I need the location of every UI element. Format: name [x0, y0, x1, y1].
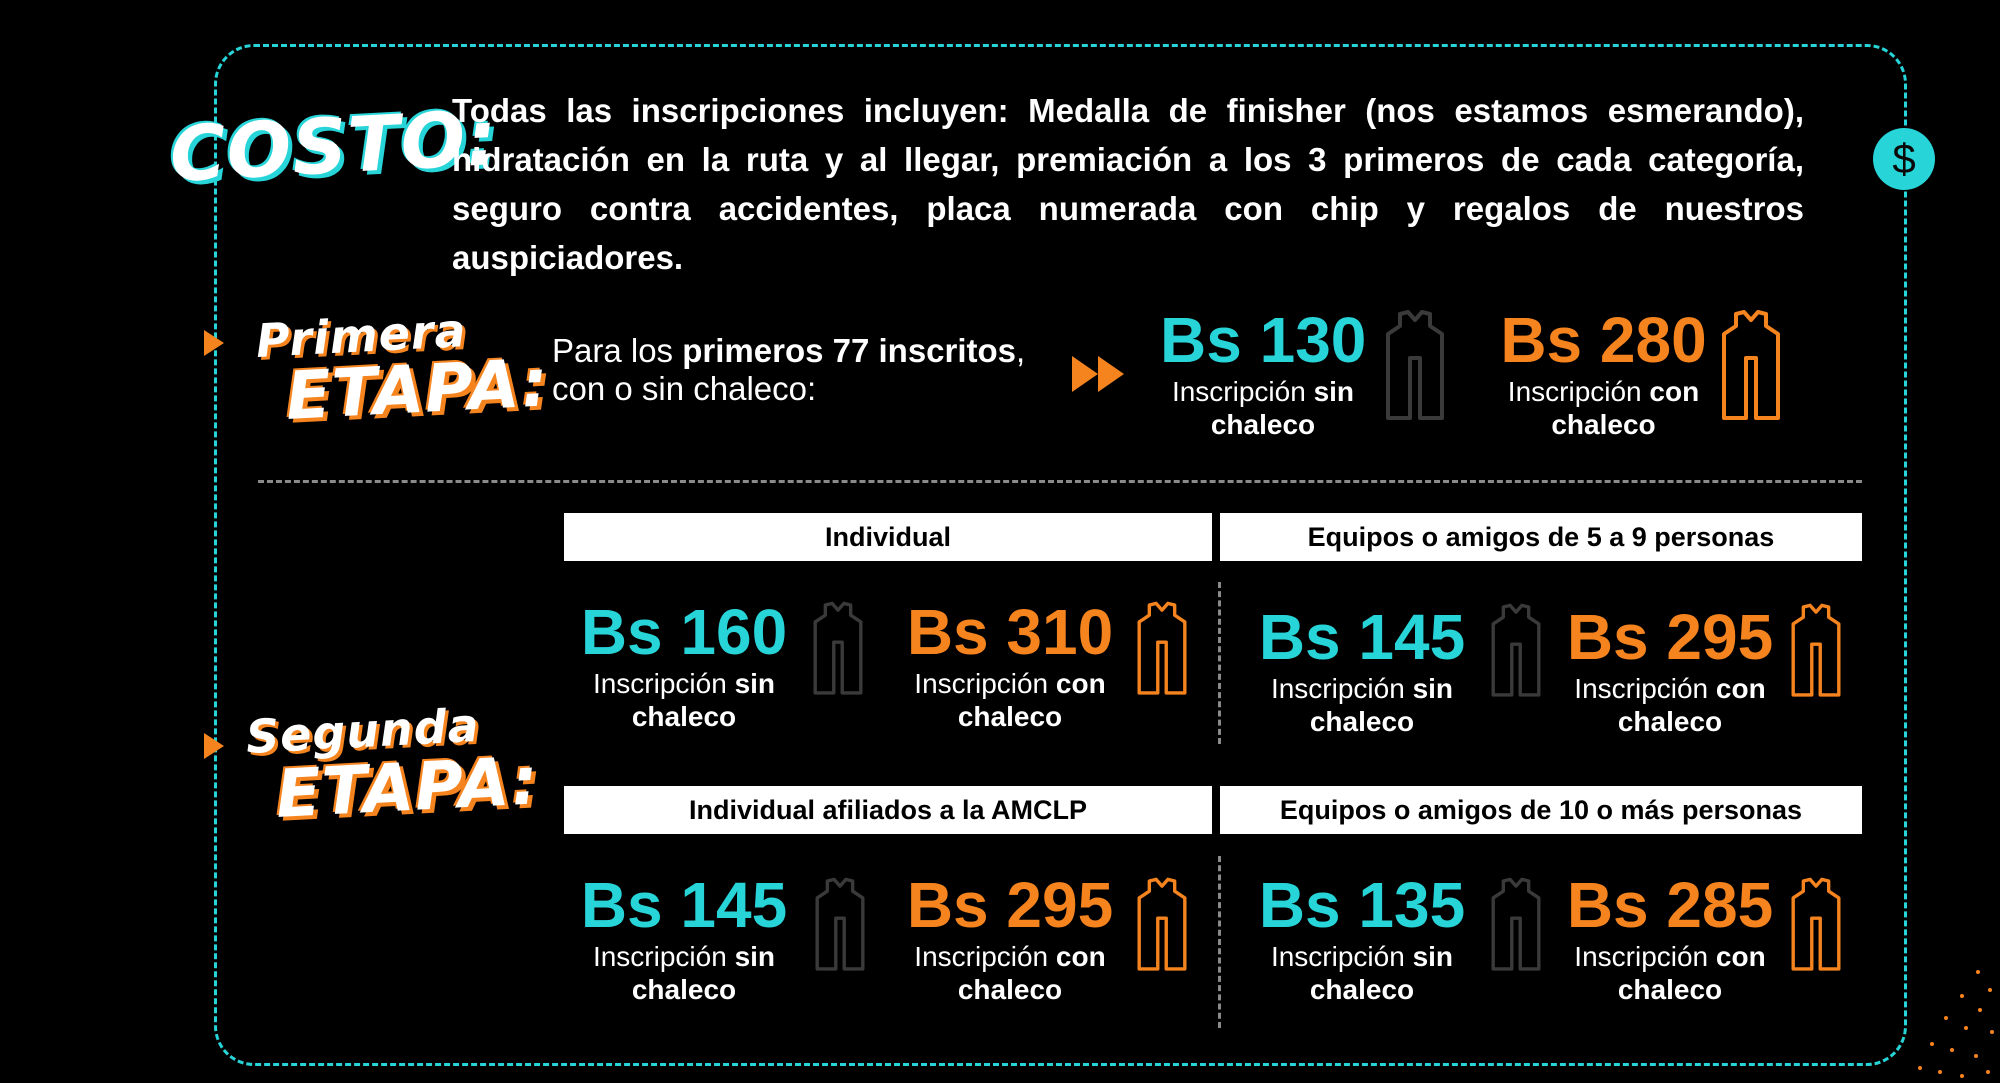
etapa1-title-bottom: ETAPA:: [283, 344, 551, 435]
costo-title: COSTO:: [167, 92, 500, 199]
play-marker-icon: [204, 733, 224, 759]
price-value: Bs 145: [1258, 601, 1466, 673]
group-equipos-5-9-con-chaleco: Bs 295 Inscripción con chaleco: [1560, 602, 1780, 738]
vest-icon: [1791, 603, 1841, 697]
group-equipos-10-sin-chaleco: Bs 135 Inscripción sin chaleco: [1252, 870, 1472, 1006]
price-value: Bs 160: [580, 596, 788, 668]
group-equipos-10-con-chaleco: Bs 285 Inscripción con chaleco: [1560, 870, 1780, 1006]
vest-icon: [1137, 877, 1187, 971]
price-value: Bs 295: [1566, 601, 1774, 673]
column-divider: [1218, 582, 1221, 744]
group-afiliados-sin-chaleco: Bs 145 Inscripción sin chaleco: [574, 870, 794, 1006]
vest-icon: [1791, 877, 1841, 971]
group-header: Individual afiliados a la AMCLP: [564, 786, 1212, 834]
price-value: Bs 310: [906, 596, 1114, 668]
group-afiliados-con-chaleco: Bs 295 Inscripción con chaleco: [900, 870, 1120, 1006]
group-header: Equipos o amigos de 10 o más personas: [1220, 786, 1862, 834]
group-individual-con-chaleco: Bs 310 Inscripción con chaleco: [900, 597, 1120, 733]
vest-icon: [815, 877, 865, 971]
vest-icon: [813, 601, 863, 695]
group-header: Individual: [564, 513, 1212, 561]
costo-description: Todas las inscripciones incluyen: Medall…: [452, 92, 1804, 276]
etapa1-sin-chaleco: Bs 130 Inscripción sin chaleco: [1160, 304, 1367, 440]
play-marker-icon: [204, 330, 224, 356]
group-individual-sin-chaleco: Bs 160 Inscripción sin chaleco: [574, 597, 794, 733]
price-value: Bs 145: [580, 869, 788, 941]
vest-icon: [1386, 310, 1444, 420]
etapa1-description: Para los primeros 77 inscritos, con o si…: [552, 332, 1026, 407]
etapa1-con-chaleco: Bs 280 Inscripción con chaleco: [1496, 305, 1711, 441]
price-value: Bs 295: [906, 869, 1114, 941]
price-value: Bs 135: [1258, 869, 1466, 941]
etapa2-title-bottom: ETAPA:: [273, 742, 541, 833]
vest-icon: [1491, 877, 1541, 971]
vest-icon: [1137, 601, 1187, 695]
price-value: Bs 280: [1500, 304, 1707, 376]
dashed-frame: [214, 44, 1907, 1066]
decorative-dots: [1918, 970, 1994, 1078]
vest-icon: [1491, 603, 1541, 697]
price-value: Bs 130: [1160, 304, 1367, 376]
price-value: Bs 285: [1566, 869, 1774, 941]
dollar-icon: $: [1873, 128, 1935, 190]
vest-icon: [1722, 310, 1780, 420]
fast-forward-icon: [1072, 356, 1124, 392]
column-divider: [1218, 856, 1221, 1028]
group-equipos-5-9-sin-chaleco: Bs 145 Inscripción sin chaleco: [1252, 602, 1472, 738]
section-divider: [258, 480, 1862, 483]
group-header: Equipos o amigos de 5 a 9 personas: [1220, 513, 1862, 561]
